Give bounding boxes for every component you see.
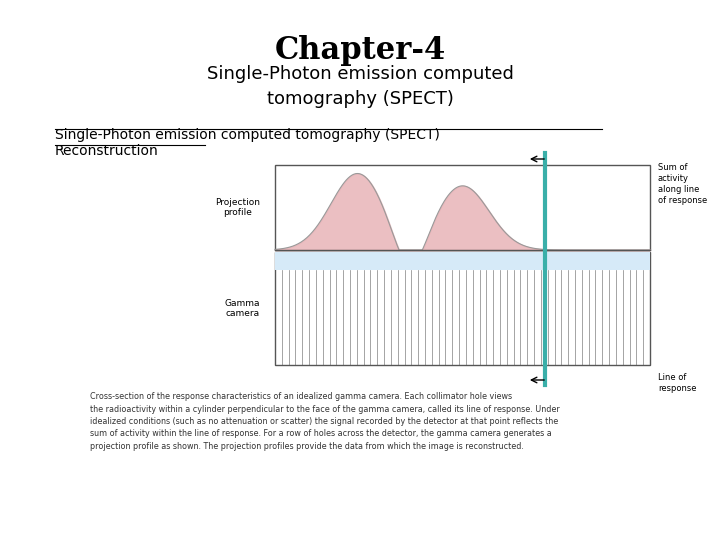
- Bar: [275, 252, 650, 365]
- Text: Sum of
activity
along line
of response: Sum of activity along line of response: [658, 163, 707, 205]
- Text: Single-Photon emission computed tomography (SPECT): Single-Photon emission computed tomograp…: [55, 128, 440, 142]
- Text: Chapter-4: Chapter-4: [274, 35, 446, 66]
- Text: Cross-section of the response characteristics of an idealized gamma camera. Each: Cross-section of the response characteri…: [90, 392, 559, 451]
- Text: Reconstruction: Reconstruction: [55, 144, 158, 158]
- Bar: [275, 252, 650, 270]
- Text: Single-Photon emission computed
tomography (SPECT): Single-Photon emission computed tomograp…: [207, 65, 513, 108]
- Text: Gamma
camera: Gamma camera: [225, 299, 260, 318]
- Text: Line of
response: Line of response: [658, 373, 696, 393]
- Text: Projection
profile: Projection profile: [215, 198, 260, 217]
- Bar: [275, 165, 650, 250]
